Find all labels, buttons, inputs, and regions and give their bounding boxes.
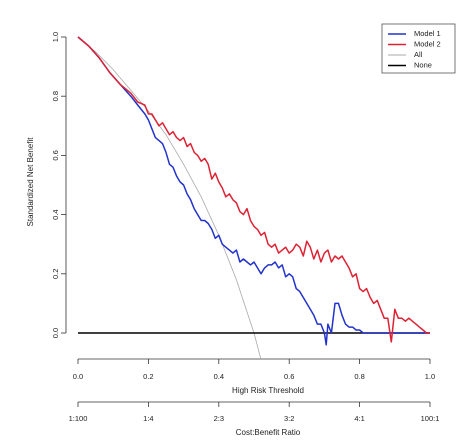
x2-tick-label: 1:100 <box>69 414 88 423</box>
x2-tick-label: 1:4 <box>143 414 153 423</box>
x-axis-title: High Risk Threshold <box>232 386 304 395</box>
x2-tick-label: 2:3 <box>214 414 224 423</box>
y-tick-label: 0.2 <box>51 269 60 279</box>
y-axis: 0.0 0.2 0.4 0.6 0.8 1.0 <box>51 32 67 338</box>
x2-tick-label: 100:1 <box>421 414 440 423</box>
cost-benefit-axis: 1:100 1:4 2:3 3:2 4:1 100:1 <box>69 401 440 423</box>
x-tick-label: 0.4 <box>214 372 224 381</box>
legend-label-all: All <box>414 50 423 59</box>
y-tick-label: 0.6 <box>51 150 60 160</box>
x-axis: 0.0 0.2 0.4 0.6 0.8 1.0 <box>73 358 435 381</box>
series-layer <box>77 36 430 359</box>
series-line-model-2 <box>77 36 430 343</box>
legend-label-none: None <box>414 60 432 69</box>
y-tick-label: 1.0 <box>51 32 60 42</box>
x-tick-label: 0.6 <box>284 372 294 381</box>
x-tick-label: 1.0 <box>425 372 435 381</box>
y-tick-label: 0.8 <box>51 91 60 101</box>
legend-label-model-2: Model 2 <box>414 39 441 48</box>
x-tick-label: 0.0 <box>73 372 83 381</box>
legend-label-model-1: Model 1 <box>414 29 441 38</box>
x2-tick-label: 4:1 <box>354 414 364 423</box>
y-tick-label: 0.4 <box>51 209 60 219</box>
series-line-all <box>77 36 262 359</box>
y-tick-label: 0.0 <box>51 328 60 338</box>
x-tick-label: 0.8 <box>354 372 364 381</box>
x2-tick-label: 3:2 <box>284 414 294 423</box>
x2-axis-title: Cost:Benefit Ratio <box>236 428 301 437</box>
x-tick-label: 0.2 <box>143 372 153 381</box>
y-axis-title: Standardized Net Benefit <box>26 137 35 227</box>
series-line-model-1 <box>77 36 430 346</box>
